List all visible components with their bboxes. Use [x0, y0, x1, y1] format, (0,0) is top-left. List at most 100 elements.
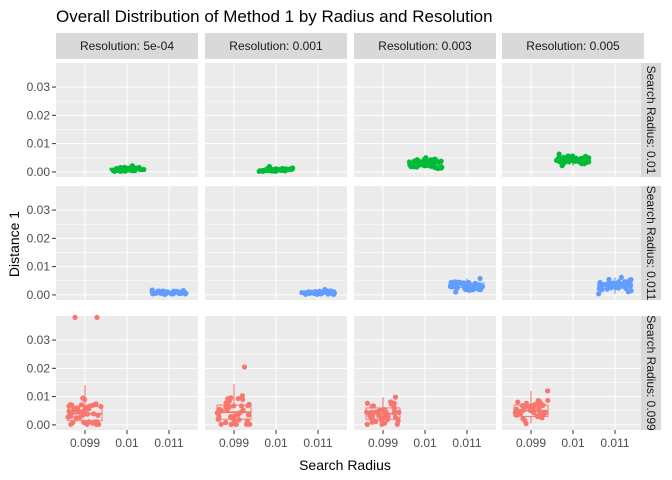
y-tick-label: 0.03	[27, 80, 51, 94]
x-tick-label: 0.01	[264, 436, 288, 450]
data-point	[67, 401, 74, 408]
y-tick-label: 0.03	[27, 333, 51, 347]
data-point	[391, 405, 397, 412]
data-point	[225, 396, 231, 402]
y-tick-label: 0.02	[27, 231, 51, 245]
data-point	[535, 400, 541, 406]
x-tick-label: 0.099	[219, 436, 249, 450]
x-tick-label: 0.01	[413, 436, 437, 450]
y-tick-label: 0.00	[27, 418, 51, 432]
data-point	[80, 412, 86, 418]
x-tick-label: 0.099	[70, 436, 100, 450]
data-point	[379, 415, 386, 421]
data-point	[534, 413, 540, 419]
y-tick-label: 0.01	[27, 390, 51, 404]
data-point	[223, 404, 229, 410]
data-point	[515, 399, 521, 405]
data-point	[618, 274, 624, 280]
data-point	[623, 285, 629, 292]
row-strip-label: Search Radius: 0.011	[644, 186, 658, 301]
data-point	[256, 168, 262, 174]
data-point	[245, 420, 251, 426]
data-point	[89, 420, 96, 426]
data-point	[215, 416, 221, 422]
data-point	[240, 407, 246, 413]
column-strip-label: Resolution: 5e-04	[80, 39, 174, 53]
data-point	[161, 289, 167, 296]
data-point	[367, 412, 373, 419]
x-tick-label: 0.011	[303, 436, 332, 450]
x-tick-label: 0.011	[600, 436, 629, 450]
column-strip	[502, 33, 644, 59]
row-strip	[641, 63, 661, 177]
data-point	[78, 402, 85, 408]
row-strip	[641, 186, 661, 300]
data-point	[70, 419, 76, 425]
data-point	[165, 289, 171, 295]
data-point	[467, 282, 473, 288]
y-tick-label: 0.01	[27, 260, 51, 274]
x-axis-title: Search Radius	[299, 457, 391, 473]
data-point	[325, 291, 331, 297]
data-point	[391, 409, 398, 415]
y-axis-title: Distance 1	[6, 211, 22, 277]
data-point	[586, 159, 592, 165]
data-point	[479, 284, 486, 290]
data-point	[597, 282, 603, 288]
data-point	[627, 282, 634, 288]
data-point	[513, 406, 519, 412]
data-point	[236, 417, 242, 423]
data-point	[373, 419, 379, 425]
data-point	[153, 290, 159, 296]
data-point	[579, 161, 585, 167]
data-point	[616, 281, 623, 287]
data-point	[241, 364, 248, 370]
y-tick-label: 0.00	[27, 288, 51, 302]
data-point	[431, 156, 438, 162]
data-point	[472, 281, 478, 287]
data-point	[462, 287, 469, 293]
data-point	[610, 280, 616, 286]
row-strip	[641, 316, 661, 430]
data-point	[223, 400, 229, 406]
data-point	[98, 403, 104, 410]
data-point	[369, 403, 375, 409]
data-point	[235, 395, 241, 402]
data-point	[396, 409, 402, 415]
y-tick-label: 0.02	[27, 361, 51, 375]
data-point	[95, 412, 101, 418]
data-point	[530, 405, 536, 411]
column-strip-label: Resolution: 0.001	[229, 39, 323, 53]
data-point	[231, 417, 237, 424]
data-point	[581, 155, 587, 162]
data-point	[388, 401, 394, 407]
data-point	[173, 288, 179, 294]
data-point	[363, 409, 370, 415]
data-point	[114, 165, 120, 172]
x-tick-label: 0.01	[115, 436, 139, 450]
data-point	[179, 289, 185, 295]
column-strip-label: Resolution: 0.005	[526, 39, 620, 53]
y-tick-label: 0.02	[27, 108, 51, 122]
data-point	[439, 164, 445, 170]
data-point	[392, 394, 399, 400]
data-point	[520, 416, 526, 422]
y-tick-label: 0.00	[27, 165, 51, 179]
x-tick-label: 0.099	[368, 436, 398, 450]
data-point	[71, 406, 77, 412]
data-point	[245, 412, 252, 418]
data-point	[281, 167, 287, 173]
data-point	[477, 275, 483, 282]
data-point	[118, 167, 124, 174]
data-point	[520, 407, 526, 413]
data-point	[266, 168, 272, 174]
data-point	[455, 279, 461, 285]
data-point	[545, 397, 551, 404]
data-point	[408, 163, 414, 169]
data-point	[299, 289, 305, 296]
data-point	[82, 404, 88, 411]
data-point	[81, 419, 87, 425]
data-point	[427, 159, 434, 166]
data-point	[84, 411, 91, 417]
